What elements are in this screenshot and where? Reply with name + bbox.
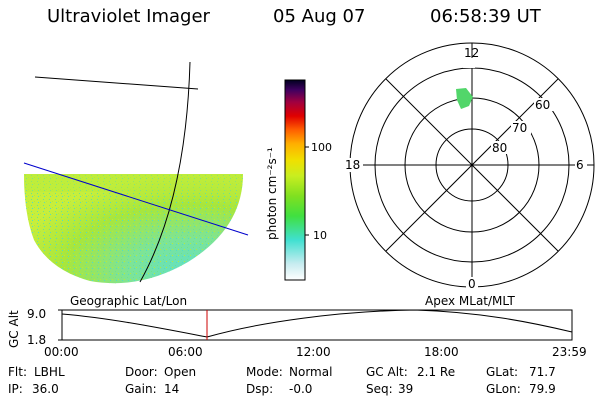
glat-label: GLat: [486, 365, 519, 379]
gc-alt-label: GC Alt: [366, 365, 408, 379]
ip-label: IP: [8, 382, 23, 396]
mode-label: Mode: [246, 365, 283, 379]
colorbar-tick-100: 100 [311, 141, 332, 154]
colorbar-tick-10: 10 [313, 229, 327, 242]
auroral-image [24, 174, 243, 284]
glon-label: GLon: [486, 382, 521, 396]
geo-lat-line [34, 76, 199, 90]
seq-label: Seq: [366, 382, 393, 396]
filter-value: LBHL [34, 365, 65, 379]
mlt-label-6: 6 [576, 158, 584, 172]
filter-label: Flt: [8, 365, 27, 379]
time-tick-1200: 12:00 [296, 345, 331, 359]
time-tick-1800: 18:00 [424, 345, 459, 359]
seq-value: 39 [398, 382, 414, 396]
ip-value: 36.0 [32, 382, 59, 396]
lat-label-80: 80 [492, 141, 507, 155]
time-tick-0000: 00:00 [44, 345, 79, 359]
dsp-value: -0.0 [289, 382, 313, 396]
glat-value: 71.7 [529, 365, 556, 379]
instrument-title: Ultraviolet Imager [47, 6, 210, 27]
gain-value: 14 [164, 382, 180, 396]
altitude-curve [61, 309, 573, 338]
colorbar-label: photon cm⁻²s⁻¹ [265, 147, 279, 240]
apex-caption: Apex MLat/MLT [425, 294, 515, 308]
alt-tick-9: 9.0 [27, 307, 46, 321]
observation-time: 06:58:39 UT [430, 6, 541, 27]
mlt-label-18: 18 [345, 158, 360, 172]
mlt-label-0: 0 [468, 277, 476, 291]
lat-label-60: 60 [535, 98, 550, 112]
lat-label-70: 70 [512, 121, 527, 135]
door-value: Open [164, 365, 197, 379]
gc-alt-value: 2.1 Re [417, 365, 456, 379]
geographic-caption: Geographic Lat/Lon [70, 294, 188, 308]
time-tick-2359: 23:59 [552, 345, 587, 359]
mlt-label-12: 12 [464, 46, 479, 60]
time-tick-0600: 06:00 [168, 345, 203, 359]
door-label: Door: [125, 365, 158, 379]
observation-date: 05 Aug 07 [273, 6, 366, 27]
geo-lon-line [139, 61, 191, 283]
timeline-frame [61, 309, 573, 341]
dsp-label: Dsp: [246, 382, 274, 396]
mode-value: Normal [289, 365, 333, 379]
colorbar-gradient [284, 79, 306, 281]
auroral-patch [456, 88, 473, 109]
glon-value: 79.9 [529, 382, 556, 396]
gain-label: Gain: [125, 382, 157, 396]
timeline-ylabel: GC Alt [7, 310, 21, 348]
geo-lat-line-blue [23, 162, 249, 236]
alt-tick-1-8: 1.8 [27, 333, 46, 347]
